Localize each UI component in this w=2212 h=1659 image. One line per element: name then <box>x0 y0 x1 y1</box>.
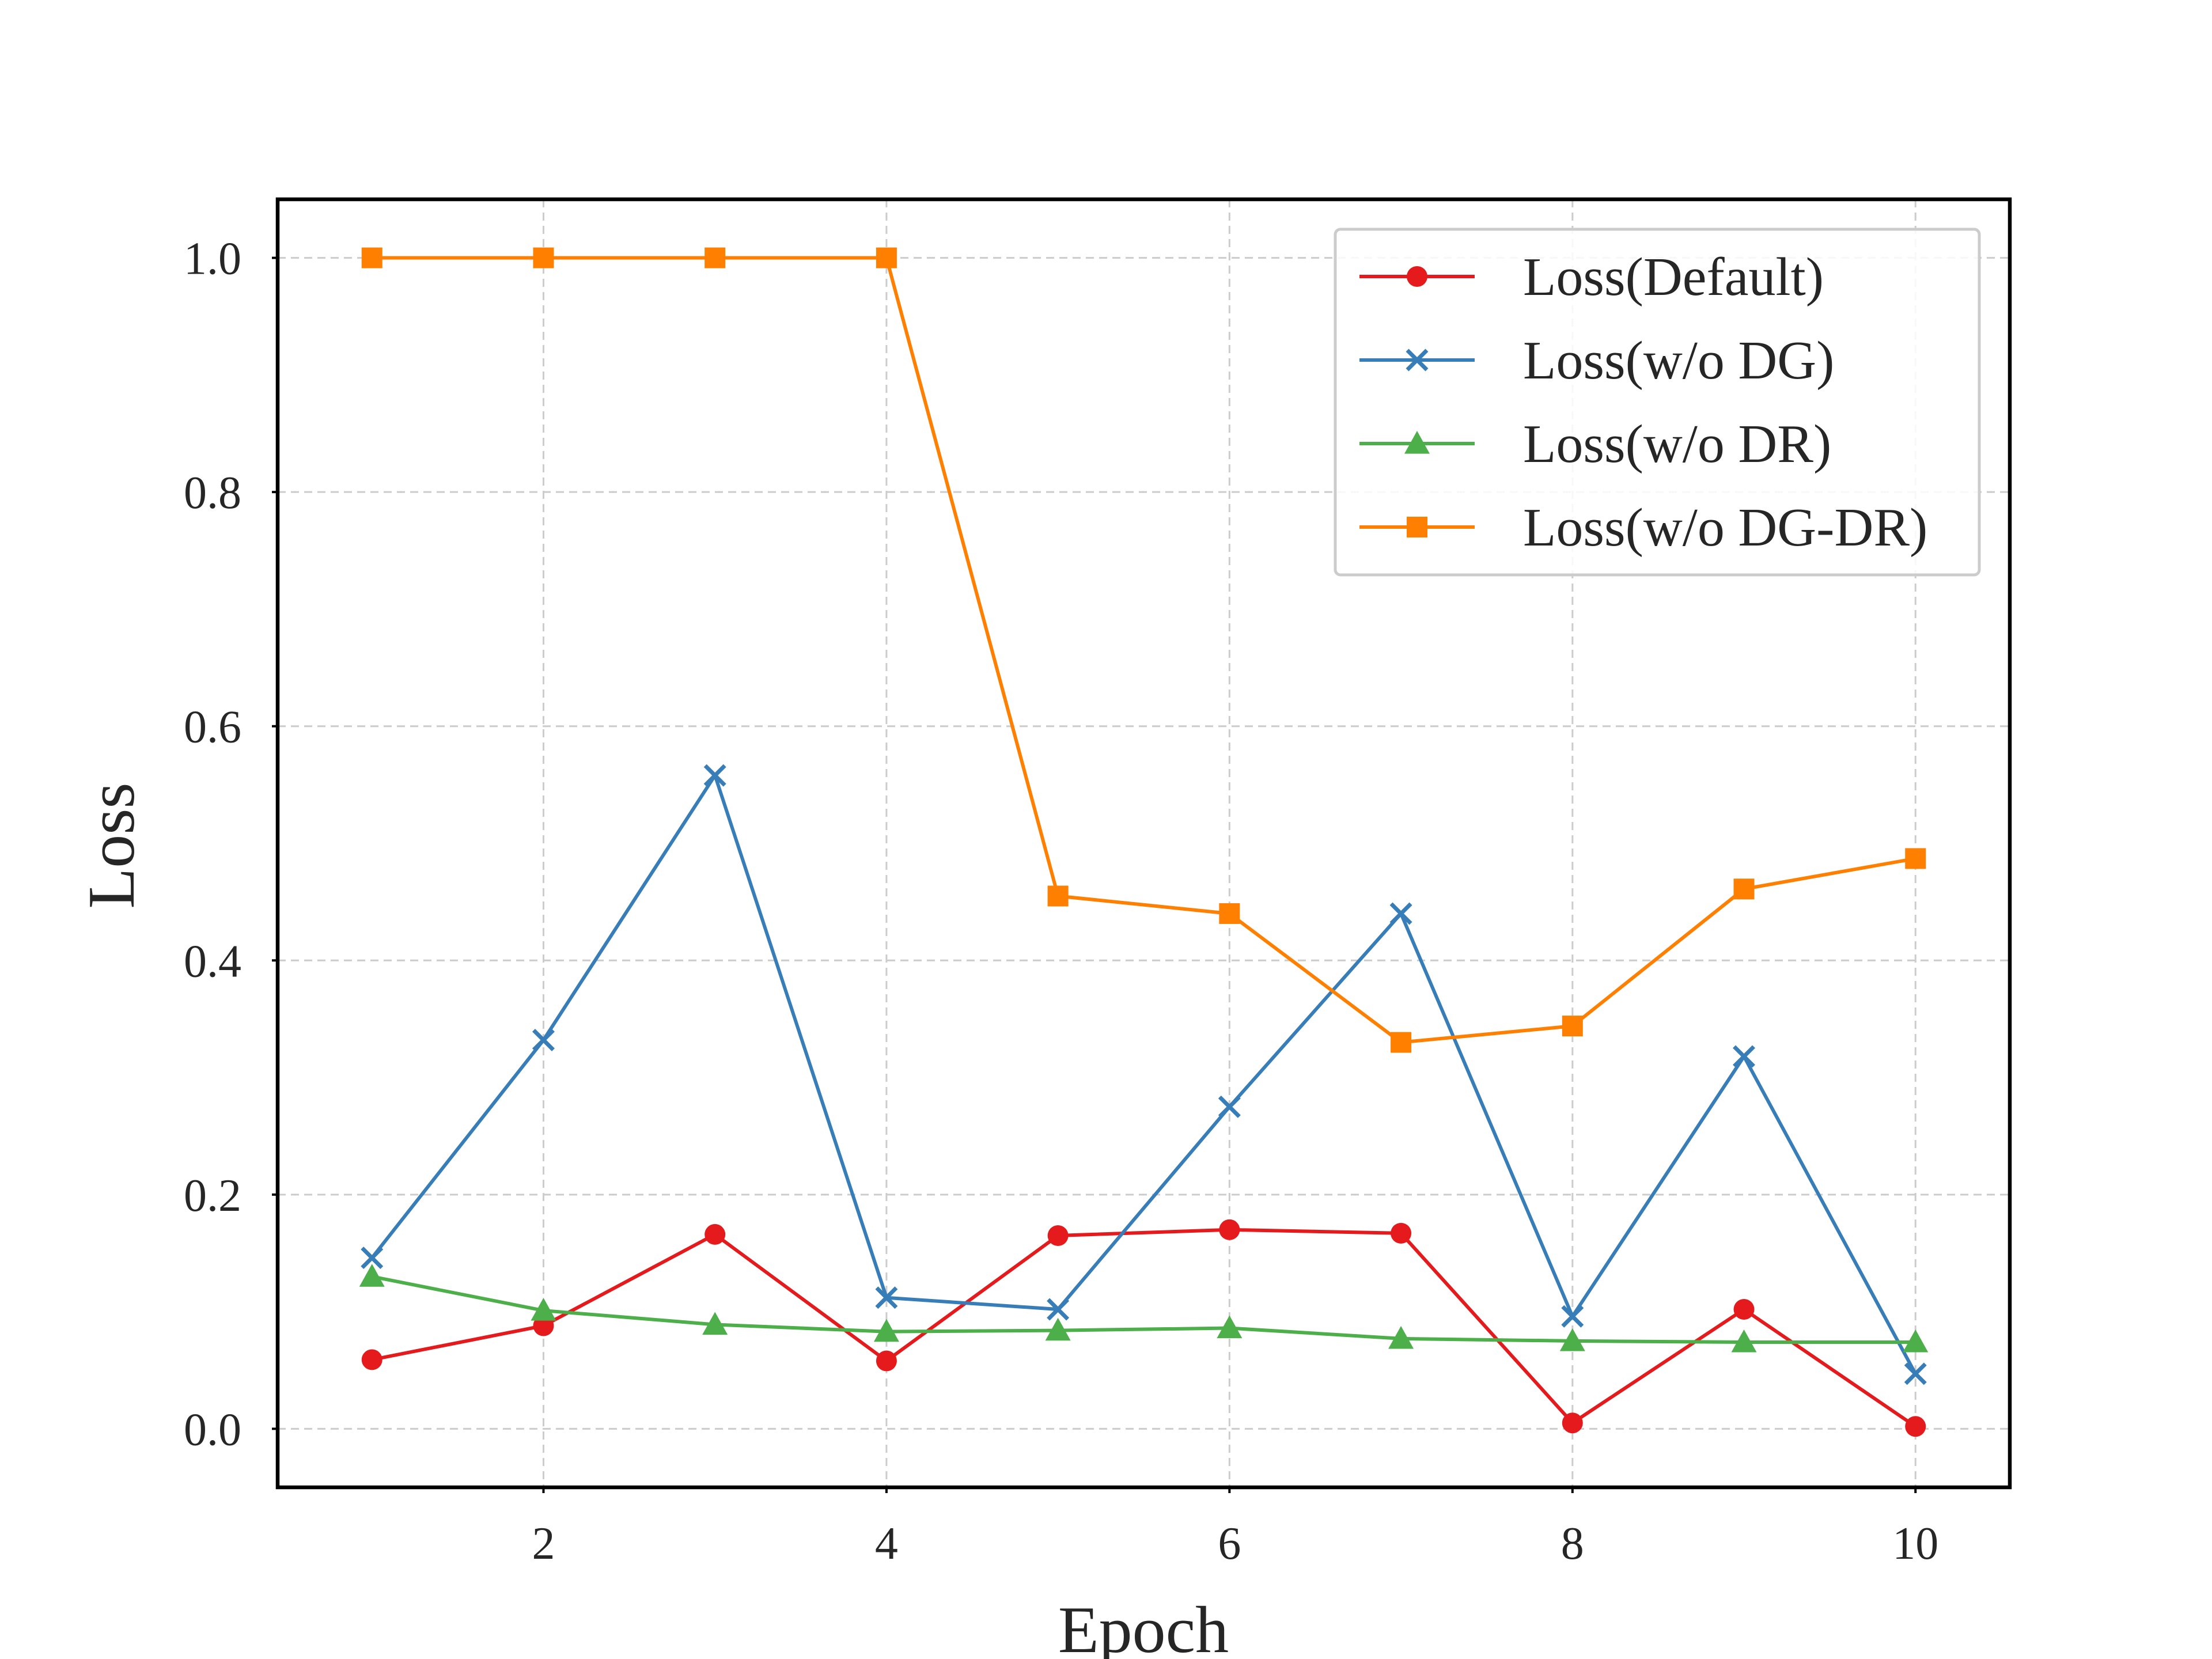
series-1 <box>361 1219 1926 1437</box>
x-axis-label: Epoch <box>1058 1593 1229 1659</box>
data-point <box>702 1312 728 1335</box>
series-line <box>370 774 1917 1375</box>
data-point <box>1219 903 1240 924</box>
legend-marker <box>1407 517 1427 537</box>
legend-entry: Loss(w/o DG-DR) <box>1359 498 1927 558</box>
data-point <box>1389 902 1412 925</box>
legend-label: Loss(w/o DG-DR) <box>1523 498 1927 558</box>
data-point <box>1218 1095 1241 1118</box>
y-tick-label: 0.0 <box>184 1404 241 1455</box>
series-layer <box>359 247 1929 1437</box>
data-point <box>531 1298 556 1321</box>
legend-entry: Loss(Default) <box>1359 247 1824 307</box>
plot-frame <box>275 197 2012 1490</box>
data-point <box>361 1349 382 1370</box>
data-point <box>1559 1328 1585 1351</box>
data-point <box>1562 1016 1583 1037</box>
legend-marker <box>1406 349 1429 372</box>
data-point <box>876 247 897 268</box>
y-tick-label: 1.0 <box>184 234 241 285</box>
data-point <box>1391 1222 1412 1244</box>
legend-label: Loss(Default) <box>1523 247 1824 307</box>
legend-label: Loss(w/o DG) <box>1523 331 1834 391</box>
series-line <box>372 256 1916 1044</box>
data-point <box>1905 1416 1926 1437</box>
legend-marker <box>1404 431 1430 454</box>
data-point <box>1561 1305 1584 1328</box>
y-tick-label: 0.2 <box>184 1171 241 1221</box>
legend-entry: Loss(w/o DG) <box>1359 331 1834 391</box>
data-point <box>532 1029 555 1051</box>
data-point <box>704 247 726 268</box>
data-point <box>361 247 382 268</box>
data-point <box>1045 1317 1071 1341</box>
data-point <box>1731 1329 1757 1353</box>
legend-marker <box>1407 266 1427 287</box>
legend-box <box>1334 228 1981 577</box>
y-tick-label: 0.8 <box>184 468 241 518</box>
legend-entries: Loss(Default) Loss(w/o DG) Loss(w/o DR) Los… <box>1359 247 1927 558</box>
data-point <box>704 1224 726 1245</box>
series-line <box>372 1275 1916 1344</box>
data-point <box>1047 1225 1069 1246</box>
data-point <box>533 247 554 268</box>
data-point <box>1904 1362 1927 1385</box>
data-point <box>1388 1325 1414 1349</box>
legend: Loss(Default) Loss(w/o DG) Loss(w/o DR) Los… <box>1334 228 1981 577</box>
series-2 <box>361 764 1927 1385</box>
y-tick-label: 0.6 <box>184 702 241 753</box>
series-3 <box>359 1264 1929 1353</box>
data-point <box>1219 1219 1240 1240</box>
data-point <box>875 1286 898 1309</box>
series-line <box>372 1228 1916 1428</box>
grid <box>278 199 2010 1487</box>
data-point <box>873 1319 899 1342</box>
data-point <box>1733 1299 1755 1320</box>
x-tick-label: 6 <box>1218 1518 1241 1569</box>
data-point <box>876 1350 897 1372</box>
data-point <box>703 764 726 787</box>
data-point <box>1047 885 1069 907</box>
data-point <box>1903 1329 1929 1353</box>
x-tick-label: 10 <box>1892 1518 1938 1569</box>
data-point <box>1562 1412 1583 1434</box>
x-tick-label: 4 <box>875 1518 898 1569</box>
data-point <box>1733 878 1755 900</box>
axis-ticks: 2 4 6 8 10 0.0 0.2 0.4 0.6 0.8 1.0 <box>184 234 1938 1569</box>
y-tick-label: 0.4 <box>184 936 241 987</box>
data-point <box>1391 1032 1412 1053</box>
legend-entry: Loss(w/o DR) <box>1359 414 1831 474</box>
legend-label: Loss(w/o DR) <box>1523 414 1831 474</box>
data-point <box>359 1264 385 1287</box>
series-4 <box>361 247 1926 1053</box>
data-point <box>1733 1045 1756 1068</box>
data-point <box>1905 848 1926 869</box>
data-point <box>1047 1298 1070 1321</box>
x-tick-label: 8 <box>1561 1518 1584 1569</box>
y-axis-label: Loss <box>75 782 149 908</box>
data-point <box>1217 1315 1243 1339</box>
data-point <box>361 1247 384 1270</box>
x-tick-label: 2 <box>532 1518 555 1569</box>
